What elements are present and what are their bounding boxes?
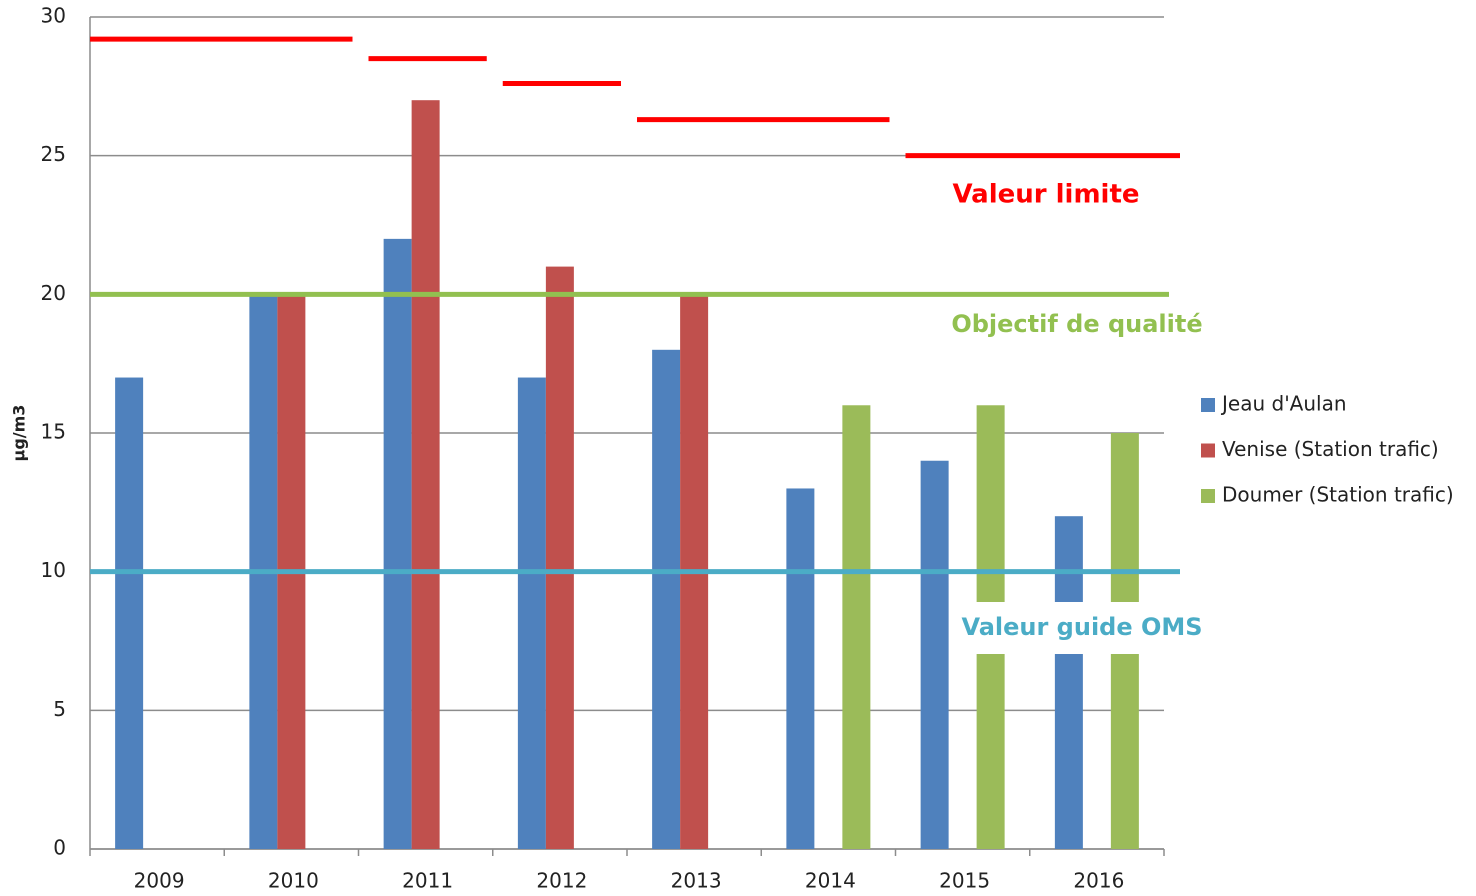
bar	[115, 377, 144, 849]
x-tick-label: 2015	[939, 869, 990, 893]
y-tick-label: 30	[41, 4, 66, 28]
x-tick-label: 2009	[134, 869, 185, 893]
bar	[545, 266, 574, 850]
y-tick-label: 25	[41, 142, 66, 166]
legend-swatch	[1201, 489, 1215, 503]
x-tick-label: 2010	[268, 869, 319, 893]
bar	[786, 488, 815, 849]
y-axis-label: µg/m3	[10, 405, 29, 462]
legend-label: Venise (Station trafic)	[1222, 437, 1439, 461]
x-tick-label: 2011	[402, 869, 453, 893]
x-tick-label: 2013	[671, 869, 722, 893]
label-background	[960, 602, 1204, 654]
x-tick-label: 2014	[805, 869, 856, 893]
bar	[842, 405, 871, 849]
y-tick-label: 10	[41, 558, 66, 582]
bar	[920, 460, 949, 849]
y-tick-label: 5	[53, 697, 66, 721]
bar	[383, 238, 412, 849]
x-tick-label: 2016	[1073, 869, 1124, 893]
bar	[1054, 516, 1083, 849]
x-tick-label: 2012	[536, 869, 587, 893]
bar	[517, 377, 546, 849]
y-tick-label: 0	[53, 836, 66, 860]
legend-swatch	[1201, 443, 1215, 458]
bar	[652, 349, 681, 849]
annotation: Valeur limite	[952, 180, 1139, 210]
y-tick-label: 15	[41, 420, 66, 444]
annotation: Objectif de qualité	[951, 310, 1202, 338]
bar	[411, 100, 440, 849]
legend-label: Jeau d'Aulan	[1220, 392, 1347, 416]
legend-label: Doumer (Station trafic)	[1222, 483, 1454, 507]
annotation: Valeur guide OMS	[961, 613, 1202, 641]
legend-swatch	[1201, 398, 1215, 412]
y-tick-label: 20	[41, 281, 66, 305]
